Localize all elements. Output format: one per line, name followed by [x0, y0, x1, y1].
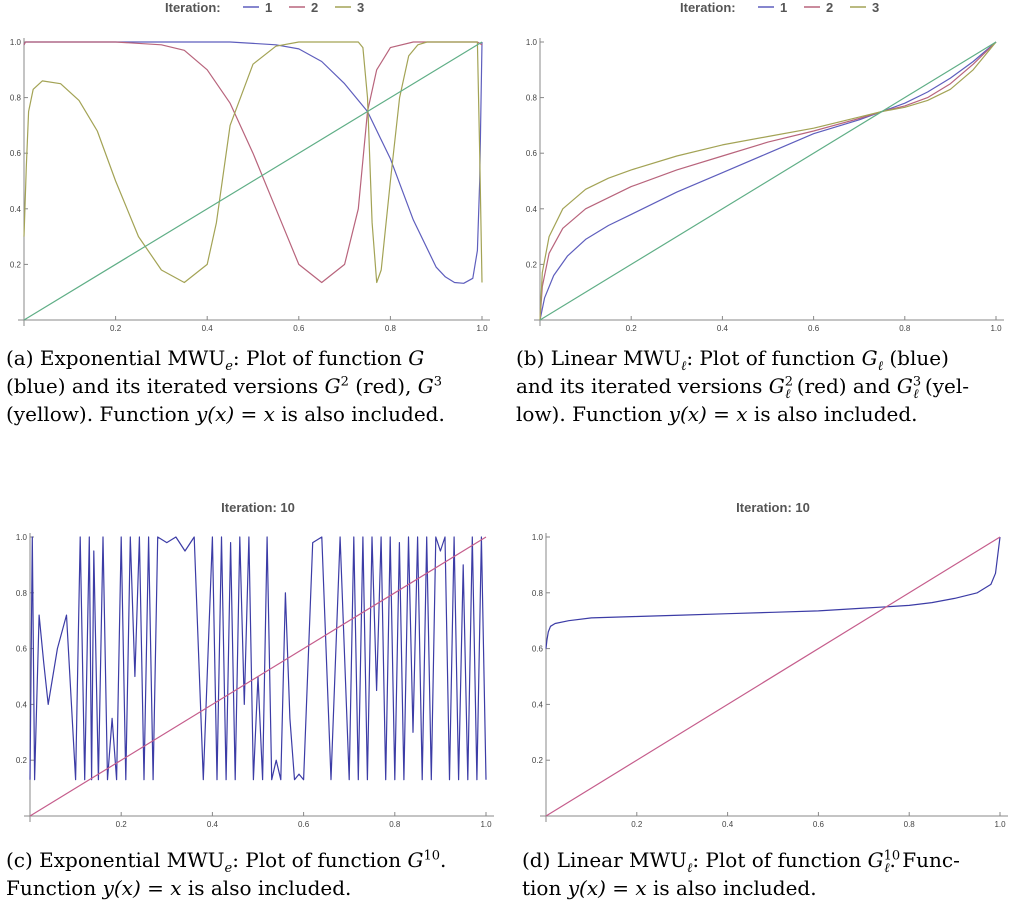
series-line-1: [23, 41, 483, 284]
y-tick-label: 0.2: [526, 260, 538, 269]
series-line-2: [539, 41, 997, 321]
y-tick-label: 1.0: [10, 38, 22, 47]
x-tick-label: 0.4: [202, 324, 214, 333]
caption-d: (d) Linear MWUℓ: Plot of function G10ℓ. …: [522, 848, 960, 900]
x-tick-label: 0.8: [904, 820, 916, 829]
x-tick-label: 0.4: [722, 820, 734, 829]
x-tick-label: 0.4: [717, 324, 729, 333]
y-tick-label: 0.6: [532, 645, 544, 654]
caption-a: (a) Exponential MWUe: Plot of function G…: [6, 346, 445, 426]
y-tick-label: 0.2: [16, 756, 28, 765]
caption-b: (b) Linear MWUℓ: Plot of function Gℓ (bl…: [516, 346, 970, 426]
x-tick-label: 0.2: [631, 820, 643, 829]
x-tick-label: 0.8: [899, 324, 911, 333]
identity-line: [545, 536, 1001, 817]
y-tick-label: 0.8: [526, 94, 538, 103]
x-tick-label: 0.4: [207, 820, 219, 829]
x-tick-label: 0.6: [808, 324, 820, 333]
y-tick-label: 0.8: [532, 589, 544, 598]
series-line-3: [23, 41, 483, 284]
y-tick-label: 1.0: [532, 533, 544, 542]
y-tick-label: 0.4: [532, 700, 544, 709]
x-tick-label: 1.0: [476, 324, 488, 333]
x-tick-label: 0.8: [385, 324, 397, 333]
y-tick-label: 0.8: [10, 94, 22, 103]
y-tick-label: 0.6: [10, 149, 22, 158]
y-tick-label: 1.0: [526, 38, 538, 47]
x-tick-label: 0.2: [626, 324, 638, 333]
legend-label-3: 3: [872, 0, 879, 15]
series-line-3: [539, 41, 997, 321]
x-tick-label: 0.8: [389, 820, 401, 829]
series-line: [545, 536, 1001, 649]
chart-title: Iteration: 10: [736, 500, 810, 515]
chart-title: Iteration:: [165, 0, 221, 15]
y-tick-label: 0.4: [16, 700, 28, 709]
chart-title: Iteration: 10: [221, 500, 295, 515]
chart-panel-a: Iteration: 1 2 3 0.2 0.4 0.6 0.8 1.0 0.2 0.4 0.6 0.8…: [10, 0, 490, 333]
legend-label-2: 2: [311, 0, 318, 15]
y-tick-label: 0.6: [526, 149, 538, 158]
series-line-2: [23, 41, 483, 284]
x-tick-label: 0.6: [293, 324, 305, 333]
chart-panel-d: Iteration: 10 0.2 0.4 0.6 0.8 1.0 0.2 0.4 0.6 0.8…: [532, 500, 1008, 829]
legend-label-2: 2: [826, 0, 833, 15]
identity-line: [29, 536, 487, 817]
x-tick-label: 0.6: [298, 820, 310, 829]
y-tick-label: 0.2: [10, 260, 22, 269]
identity-line: [539, 41, 997, 321]
series-line: [29, 536, 487, 781]
identity-line: [23, 41, 483, 321]
x-tick-label: 0.2: [116, 820, 128, 829]
chart-title: Iteration:: [680, 0, 736, 15]
y-tick-label: 0.2: [532, 756, 544, 765]
x-tick-label: 1.0: [990, 324, 1002, 333]
x-tick-label: 0.6: [813, 820, 825, 829]
y-tick-label: 0.8: [16, 589, 28, 598]
y-tick-label: 0.6: [16, 645, 28, 654]
y-tick-label: 0.4: [526, 205, 538, 214]
x-tick-label: 1.0: [480, 820, 492, 829]
chart-panel-b: Iteration: 1 2 3 0.2 0.4 0.6 0.8 1.0 0.2 0.4 0.6 0.8…: [526, 0, 1004, 333]
y-tick-label: 1.0: [16, 533, 28, 542]
legend-label-3: 3: [357, 0, 364, 15]
y-tick-label: 0.4: [10, 205, 22, 214]
caption-c: (c) Exponential MWUe: Plot of function G…: [6, 848, 447, 900]
x-tick-label: 0.2: [110, 324, 122, 333]
chart-panel-c: Iteration: 10 0.2 0.4 0.6 0.8 1.0 0.2 0.4 0.6 0.8…: [16, 500, 494, 829]
legend-label-1: 1: [265, 0, 272, 15]
x-tick-label: 1.0: [994, 820, 1006, 829]
series-line-1: [539, 41, 997, 321]
legend-label-1: 1: [780, 0, 787, 15]
